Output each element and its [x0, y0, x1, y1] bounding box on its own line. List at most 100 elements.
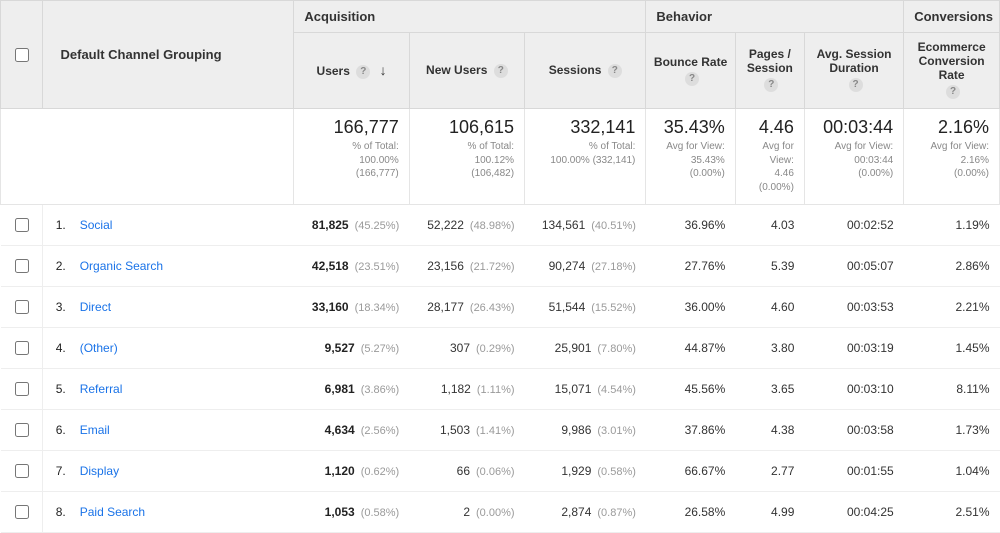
channel-link[interactable]: Social: [80, 218, 113, 232]
col-header-sessions[interactable]: Sessions ?: [525, 33, 646, 109]
group-header-conversions: Conversions: [904, 1, 1000, 33]
row-index: 5.: [42, 369, 70, 410]
cell-pps: 3.65: [735, 369, 804, 410]
cell-pps: 4.60: [735, 287, 804, 328]
row-checkbox[interactable]: [15, 382, 29, 396]
totals-row: 166,777 % of Total:100.00%(166,777) 106,…: [1, 109, 1000, 205]
dimension-header[interactable]: Default Channel Grouping: [42, 1, 294, 109]
cell-pps: 2.77: [735, 451, 804, 492]
cell-ecr: 1.19%: [904, 205, 1000, 246]
row-index: 4.: [42, 328, 70, 369]
cell-pps: 4.38: [735, 410, 804, 451]
cell-duration: 00:01:55: [804, 451, 903, 492]
cell-new-users: 307(0.29%): [409, 328, 524, 369]
row-index: 7.: [42, 451, 70, 492]
row-checkbox[interactable]: [15, 218, 29, 232]
cell-new-users: 1,503(1.41%): [409, 410, 524, 451]
table-row: 4.(Other)9,527(5.27%)307(0.29%)25,901(7.…: [1, 328, 1000, 369]
group-header-behavior: Behavior: [646, 1, 904, 33]
cell-new-users: 66(0.06%): [409, 451, 524, 492]
cell-sessions: 90,274(27.18%): [525, 246, 646, 287]
channel-link[interactable]: (Other): [80, 341, 118, 355]
help-icon[interactable]: ?: [356, 65, 370, 79]
sort-arrow-down-icon: ↓: [380, 62, 387, 78]
cell-sessions: 9,986(3.01%): [525, 410, 646, 451]
cell-duration: 00:03:53: [804, 287, 903, 328]
row-index: 3.: [42, 287, 70, 328]
row-checkbox[interactable]: [15, 259, 29, 273]
help-icon[interactable]: ?: [608, 64, 622, 78]
cell-users: 6,981(3.86%): [294, 369, 409, 410]
total-sessions: 332,141 % of Total:100.00% (332,141): [525, 109, 646, 205]
cell-ecr: 8.11%: [904, 369, 1000, 410]
cell-bounce: 37.86%: [646, 410, 735, 451]
channel-link[interactable]: Organic Search: [80, 259, 163, 273]
col-header-avg-duration[interactable]: Avg. Session Duration ?: [804, 33, 903, 109]
col-header-pages-session[interactable]: Pages / Session ?: [735, 33, 804, 109]
col-header-new-users[interactable]: New Users ?: [409, 33, 524, 109]
cell-duration: 00:02:52: [804, 205, 903, 246]
row-index: 6.: [42, 410, 70, 451]
cell-bounce: 26.58%: [646, 492, 735, 533]
cell-ecr: 2.21%: [904, 287, 1000, 328]
cell-bounce: 66.67%: [646, 451, 735, 492]
cell-new-users: 28,177(26.43%): [409, 287, 524, 328]
cell-bounce: 45.56%: [646, 369, 735, 410]
cell-sessions: 2,874(0.87%): [525, 492, 646, 533]
cell-new-users: 1,182(1.11%): [409, 369, 524, 410]
cell-bounce: 44.87%: [646, 328, 735, 369]
row-index: 2.: [42, 246, 70, 287]
col-header-bounce-rate[interactable]: Bounce Rate ?: [646, 33, 735, 109]
cell-ecr: 1.04%: [904, 451, 1000, 492]
select-all-checkbox[interactable]: [15, 48, 29, 62]
cell-users: 4,634(2.56%): [294, 410, 409, 451]
cell-sessions: 134,561(40.51%): [525, 205, 646, 246]
row-checkbox[interactable]: [15, 300, 29, 314]
help-icon[interactable]: ?: [946, 85, 960, 99]
select-all-cell: [1, 1, 43, 109]
cell-bounce: 27.76%: [646, 246, 735, 287]
cell-sessions: 1,929(0.58%): [525, 451, 646, 492]
help-icon[interactable]: ?: [849, 78, 863, 92]
channel-link[interactable]: Paid Search: [80, 505, 145, 519]
cell-users: 1,120(0.62%): [294, 451, 409, 492]
row-checkbox[interactable]: [15, 341, 29, 355]
help-icon[interactable]: ?: [764, 78, 778, 92]
cell-ecr: 2.86%: [904, 246, 1000, 287]
cell-users: 81,825(45.25%): [294, 205, 409, 246]
group-header-acquisition: Acquisition: [294, 1, 646, 33]
cell-new-users: 2(0.00%): [409, 492, 524, 533]
cell-ecr: 2.51%: [904, 492, 1000, 533]
table-row: 5.Referral6,981(3.86%)1,182(1.11%)15,071…: [1, 369, 1000, 410]
cell-bounce: 36.00%: [646, 287, 735, 328]
table-row: 3.Direct33,160(18.34%)28,177(26.43%)51,5…: [1, 287, 1000, 328]
channel-link[interactable]: Referral: [80, 382, 123, 396]
table-row: 7. Display 1,120(0.62%)66(0.06%)1,929(0.58…: [1, 451, 1000, 492]
help-icon[interactable]: ?: [494, 64, 508, 78]
channel-link[interactable]: Direct: [80, 300, 111, 314]
total-pages-session: 4.46 Avg for View:4.46(0.00%): [735, 109, 804, 205]
cell-new-users: 23,156(21.72%): [409, 246, 524, 287]
channel-link[interactable]: Email: [80, 423, 110, 437]
cell-sessions: 25,901(7.80%): [525, 328, 646, 369]
row-checkbox[interactable]: [15, 423, 29, 437]
total-avg-duration: 00:03:44 Avg for View:00:03:44(0.00%): [804, 109, 903, 205]
cell-pps: 3.80: [735, 328, 804, 369]
cell-ecr: 1.45%: [904, 328, 1000, 369]
total-new-users: 106,615 % of Total:100.12%(106,482): [409, 109, 524, 205]
col-header-ecr[interactable]: Ecommerce Conversion Rate ?: [904, 33, 1000, 109]
cell-new-users: 52,222(48.98%): [409, 205, 524, 246]
channel-link[interactable]: Display: [80, 464, 119, 478]
cell-bounce: 36.96%: [646, 205, 735, 246]
cell-duration: 00:03:19: [804, 328, 903, 369]
cell-pps: 4.99: [735, 492, 804, 533]
cell-duration: 00:04:25: [804, 492, 903, 533]
total-users: 166,777 % of Total:100.00%(166,777): [294, 109, 409, 205]
cell-pps: 4.03: [735, 205, 804, 246]
help-icon[interactable]: ?: [685, 72, 699, 86]
row-checkbox[interactable]: [15, 505, 29, 519]
row-checkbox[interactable]: [15, 464, 29, 478]
cell-users: 42,518(23.51%): [294, 246, 409, 287]
col-header-users[interactable]: Users ? ↓: [294, 33, 409, 109]
table-row: 8.Paid Search1,053(0.58%)2(0.00%)2,874(0…: [1, 492, 1000, 533]
